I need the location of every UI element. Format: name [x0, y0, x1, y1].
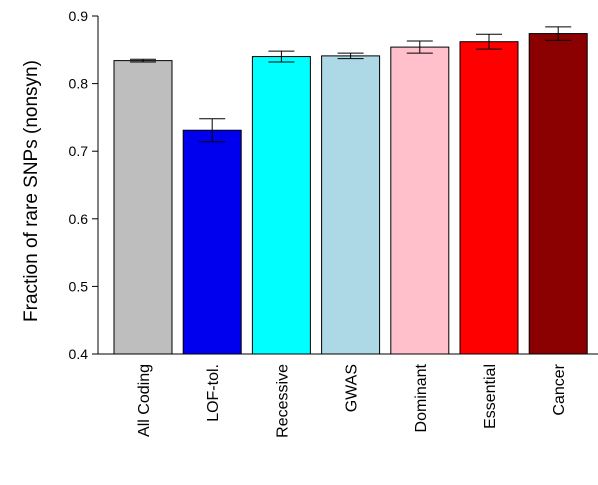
error-bars — [130, 26, 572, 143]
x-category-label: Recessive — [274, 364, 291, 438]
bar-lof-tol — [182, 129, 242, 355]
x-category-label: All Coding — [136, 364, 153, 437]
y-tick-label: 0.5 — [69, 278, 89, 294]
y-tick-label: 0.9 — [69, 8, 89, 24]
bars — [113, 33, 588, 355]
bar-essential — [459, 41, 519, 355]
x-category-label: Dominant — [413, 363, 430, 432]
x-category-label: LOF-tol. — [205, 364, 222, 422]
bar-all-coding — [113, 60, 173, 355]
x-category-label: Essential — [482, 364, 499, 429]
y-tick-label: 0.7 — [69, 143, 89, 159]
y-tick-label: 0.6 — [69, 211, 89, 227]
y-axis-ticks: 0.4 0.5 0.6 0.7 0.8 0.9 — [69, 8, 98, 362]
x-axis-labels: All Coding LOF-tol. Recessive GWAS Dominant E… — [136, 363, 568, 437]
y-tick-label: 0.4 — [69, 346, 89, 362]
y-tick-label: 0.8 — [69, 76, 89, 92]
bar-cancer — [528, 33, 588, 355]
x-category-label: GWAS — [344, 364, 361, 412]
bar-gwas — [321, 55, 381, 355]
x-category-label: Cancer — [551, 363, 568, 415]
bar-recessive — [251, 56, 311, 355]
y-axis-title: Fraction of rare SNPs (nonsyn) — [21, 60, 42, 322]
bar-dominant — [390, 46, 450, 355]
